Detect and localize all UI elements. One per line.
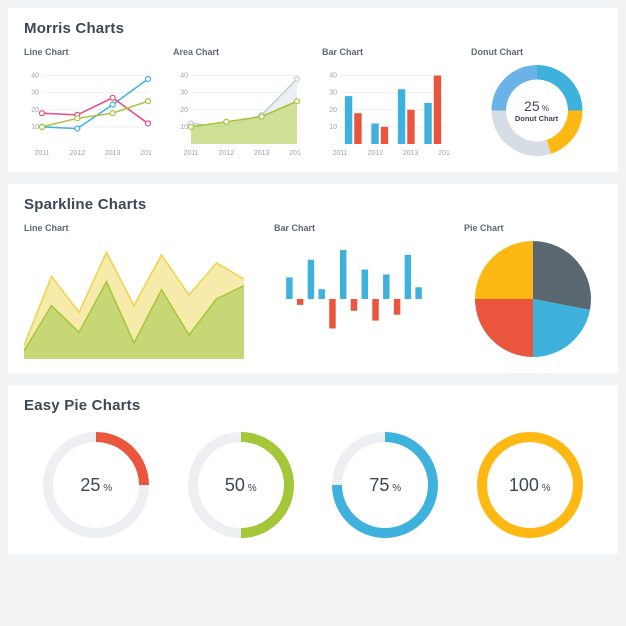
easypie-label: 25 % (80, 475, 112, 496)
morris-bar-cell: Bar Chart 10 20 30 40 2011 2012 2013 2014 (322, 47, 453, 158)
svg-text:2014: 2014 (140, 150, 152, 157)
svg-text:20: 20 (31, 107, 39, 114)
morris-line-cell: Line Chart 10 20 30 40 2011 2012 2013 2014 (24, 47, 155, 158)
easypie-card: Easy Pie Charts 25 % 50 % 75 % 100 % (8, 385, 618, 554)
svg-text:40: 40 (329, 73, 337, 80)
morris-line-title: Line Chart (24, 47, 155, 57)
easypie-gauge-75: 75 % (330, 430, 440, 540)
easypie-row: 25 % 50 % 75 % 100 % (24, 424, 602, 540)
easypie-gauge-25: 25 % (41, 430, 151, 540)
svg-text:2011: 2011 (34, 150, 49, 157)
svg-text:40: 40 (180, 73, 188, 80)
sparkline-card: Sparkline Charts Line Chart Bar Chart Pi… (8, 184, 618, 373)
sparkline-row: Line Chart Bar Chart Pie Chart (24, 223, 602, 359)
donut-sub-label: Donut Chart (515, 114, 558, 123)
svg-text:2014: 2014 (438, 150, 450, 157)
morris-donut-title: Donut Chart (471, 47, 602, 57)
svg-text:10: 10 (180, 124, 188, 131)
morris-bar-chart: 10 20 30 40 2011 2012 2013 2014 (322, 63, 453, 158)
svg-text:2013: 2013 (254, 150, 270, 157)
svg-text:2013: 2013 (403, 150, 419, 157)
svg-text:2012: 2012 (70, 150, 86, 157)
morris-donut-cell: Donut Chart 25 % Donut Chart (471, 47, 602, 158)
svg-text:30: 30 (329, 90, 337, 97)
donut-pct-sign: % (540, 104, 549, 113)
svg-text:20: 20 (180, 107, 188, 114)
easypie-label: 100 % (509, 475, 551, 496)
svg-text:2012: 2012 (219, 150, 235, 157)
svg-text:30: 30 (31, 90, 39, 97)
easypie-title: Easy Pie Charts (24, 397, 602, 414)
spark-pie-chart (464, 239, 602, 359)
svg-text:2011: 2011 (332, 150, 347, 157)
morris-area-cell: Area Chart 10 20 30 40 2011 2012 2013 2014 (173, 47, 304, 158)
morris-area-title: Area Chart (173, 47, 304, 57)
svg-text:30: 30 (180, 90, 188, 97)
easypie-gauge-50: 50 % (186, 430, 296, 540)
morris-line-chart: 10 20 30 40 2011 2012 2013 2014 (24, 63, 155, 158)
svg-text:2014: 2014 (289, 150, 301, 157)
svg-text:10: 10 (329, 124, 337, 131)
morris-card: Morris Charts Line Chart 102030402011201… (8, 8, 618, 172)
spark-line-chart (24, 239, 244, 359)
donut-center-label: 25 % Donut Chart (515, 98, 558, 123)
spark-line-cell: Line Chart (24, 223, 244, 359)
svg-text:40: 40 (31, 73, 39, 80)
svg-text:2011: 2011 (183, 150, 198, 157)
morris-area-chart: 10 20 30 40 2011 2012 2013 2014 (173, 63, 304, 158)
spark-pie-cell: Pie Chart (464, 223, 602, 359)
svg-text:20: 20 (329, 107, 337, 114)
spark-pie-title: Pie Chart (464, 223, 602, 233)
spark-line-title: Line Chart (24, 223, 244, 233)
spark-bar-cell: Bar Chart (274, 223, 434, 359)
spark-bar-chart (274, 239, 434, 359)
svg-text:2013: 2013 (105, 150, 121, 157)
morris-title: Morris Charts (24, 20, 602, 37)
easypie-label: 75 % (369, 475, 401, 496)
svg-text:2012: 2012 (368, 150, 384, 157)
svg-text:10: 10 (31, 124, 39, 131)
spark-bar-title: Bar Chart (274, 223, 434, 233)
morris-bar-title: Bar Chart (322, 47, 453, 57)
morris-row: Line Chart 10 20 30 40 2011 2012 2013 2014 Area… (24, 47, 602, 158)
easypie-label: 50 % (225, 475, 257, 496)
morris-donut-chart: 25 % Donut Chart (471, 63, 602, 158)
donut-pct-value: 25 (524, 98, 540, 114)
sparkline-title: Sparkline Charts (24, 196, 602, 213)
easypie-gauge-100: 100 % (475, 430, 585, 540)
